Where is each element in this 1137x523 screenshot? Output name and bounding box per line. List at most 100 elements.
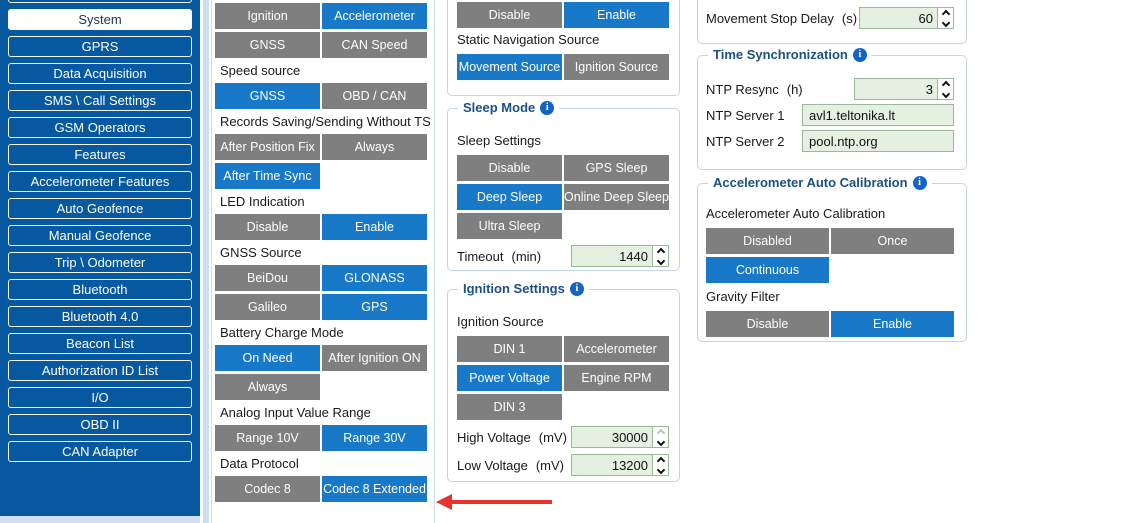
- speed-source-row: GNSS OBD / CAN: [215, 83, 434, 109]
- sidebar-item-trip-odometer[interactable]: Trip \ Odometer: [8, 252, 192, 273]
- spinner-up-icon[interactable]: [656, 456, 665, 465]
- calibration-continuous-button[interactable]: Continuous: [706, 257, 829, 283]
- scrollbar-track[interactable]: [203, 0, 209, 523]
- info-icon[interactable]: i: [540, 100, 555, 115]
- ultra-sleep-button[interactable]: Ultra Sleep: [457, 213, 562, 239]
- sidebar-item-bluetooth-40[interactable]: Bluetooth 4.0: [8, 306, 192, 327]
- timeout-value[interactable]: 1440: [619, 248, 648, 264]
- gravity-disable-button[interactable]: Disable: [706, 311, 829, 337]
- low-voltage-value[interactable]: 13200: [611, 457, 648, 473]
- ntp-resync-input[interactable]: 3: [854, 78, 954, 100]
- on-need-button[interactable]: On Need: [215, 345, 320, 371]
- after-time-sync-button[interactable]: After Time Sync: [215, 163, 320, 189]
- accelerometer-auto-calibration-group: Accelerometer Auto Calibration i Acceler…: [697, 175, 967, 342]
- high-voltage-input[interactable]: 30000: [571, 426, 669, 448]
- battery-always-button[interactable]: Always: [215, 374, 320, 400]
- sidebar-item-data-acquisition[interactable]: Data Acquisition: [8, 63, 192, 84]
- timeout-spinner[interactable]: [652, 246, 668, 266]
- spinner-up-icon[interactable]: [941, 80, 950, 89]
- ntp-server1-input[interactable]: avl1.teltonika.lt: [802, 104, 954, 126]
- accelerometer-option-button[interactable]: Accelerometer: [322, 3, 427, 29]
- gps-sleep-button[interactable]: GPS Sleep: [564, 155, 669, 181]
- sidebar-item-clipped[interactable]: [8, 0, 192, 3]
- movement-stop-delay-input[interactable]: 60: [859, 7, 954, 29]
- movement-stop-delay-value[interactable]: 60: [918, 10, 933, 26]
- led-indication-label: LED Indication: [220, 194, 305, 209]
- codec-8-extended-button[interactable]: Codec 8 Extended: [322, 476, 427, 502]
- online-deep-sleep-button[interactable]: Online Deep Sleep: [564, 184, 669, 210]
- range-30v-button[interactable]: Range 30V: [322, 425, 427, 451]
- sidebar-item-io[interactable]: I/O: [8, 387, 192, 408]
- spinner-down-icon[interactable]: [941, 18, 950, 27]
- calibration-once-button[interactable]: Once: [831, 228, 954, 254]
- sidebar-item-gprs[interactable]: GPRS: [8, 36, 192, 57]
- galileo-button[interactable]: Galileo: [215, 294, 320, 320]
- spinner-up-icon[interactable]: [656, 428, 665, 437]
- accelerometer-auto-calibration-title: Accelerometer Auto Calibration: [713, 175, 908, 190]
- ntp-resync-spinner[interactable]: [937, 79, 953, 99]
- sidebar-item-system[interactable]: System: [8, 9, 192, 30]
- sidebar-item-beacon-list[interactable]: Beacon List: [8, 333, 192, 354]
- calibration-disabled-button[interactable]: Disabled: [706, 228, 829, 254]
- ntp-server1-label: NTP Server 1: [706, 107, 785, 123]
- gnss-option-button[interactable]: GNSS: [215, 32, 320, 58]
- info-icon[interactable]: i: [852, 47, 867, 62]
- sleep-disable-button[interactable]: Disable: [457, 155, 562, 181]
- spinner-down-icon[interactable]: [656, 437, 665, 446]
- after-position-fix-button[interactable]: After Position Fix: [215, 134, 320, 160]
- glonass-button[interactable]: GLONASS: [322, 265, 427, 291]
- gnss-source-row-2: Galileo GPS: [215, 294, 434, 320]
- gravity-enable-button[interactable]: Enable: [831, 311, 954, 337]
- low-voltage-spinner[interactable]: [652, 455, 668, 475]
- spinner-down-icon[interactable]: [941, 89, 950, 98]
- ignition-source-label: Ignition Source: [457, 314, 544, 329]
- movement-stop-delay-spinner[interactable]: [937, 8, 953, 28]
- after-ignition-on-button[interactable]: After Ignition ON: [322, 345, 427, 371]
- sidebar-item-obd-ii[interactable]: OBD II: [8, 414, 192, 435]
- engine-rpm-button[interactable]: Engine RPM: [564, 365, 669, 391]
- ignition-option-button[interactable]: Ignition: [215, 3, 320, 29]
- movement-stop-delay-label: Movement Stop Delay: [706, 10, 834, 26]
- high-voltage-spinner[interactable]: [652, 427, 668, 447]
- horizontal-scrollbar[interactable]: [0, 516, 200, 523]
- can-speed-option-button[interactable]: CAN Speed: [322, 32, 427, 58]
- gps-button[interactable]: GPS: [322, 294, 427, 320]
- sidebar-item-sms-call-settings[interactable]: SMS \ Call Settings: [8, 90, 192, 111]
- movement-source-button[interactable]: Movement Source: [457, 54, 562, 80]
- info-icon[interactable]: i: [569, 281, 584, 296]
- speed-source-obd-can-button[interactable]: OBD / CAN: [322, 83, 427, 109]
- spinner-down-icon[interactable]: [656, 256, 665, 265]
- led-enable-button[interactable]: Enable: [322, 214, 427, 240]
- always-button[interactable]: Always: [322, 134, 427, 160]
- ignition-accelerometer-button[interactable]: Accelerometer: [564, 336, 669, 362]
- din1-button[interactable]: DIN 1: [457, 336, 562, 362]
- sidebar-item-bluetooth[interactable]: Bluetooth: [8, 279, 192, 300]
- speed-source-gnss-button[interactable]: GNSS: [215, 83, 320, 109]
- static-nav-enable-button[interactable]: Enable: [564, 2, 669, 28]
- power-voltage-button[interactable]: Power Voltage: [457, 365, 562, 391]
- din3-button[interactable]: DIN 3: [457, 394, 562, 420]
- spinner-up-icon[interactable]: [656, 247, 665, 256]
- sidebar-item-accelerometer-features[interactable]: Accelerometer Features: [8, 171, 192, 192]
- info-icon[interactable]: i: [912, 175, 927, 190]
- sidebar-item-gsm-operators[interactable]: GSM Operators: [8, 117, 192, 138]
- beidou-button[interactable]: BeiDou: [215, 265, 320, 291]
- high-voltage-value[interactable]: 30000: [611, 429, 648, 445]
- deep-sleep-button[interactable]: Deep Sleep: [457, 184, 562, 210]
- ntp-resync-value[interactable]: 3: [925, 81, 933, 97]
- static-nav-disable-button[interactable]: Disable: [457, 2, 562, 28]
- sidebar-item-manual-geofence[interactable]: Manual Geofence: [8, 225, 192, 246]
- sidebar-item-authorization-id-list[interactable]: Authorization ID List: [8, 360, 192, 381]
- sidebar-item-auto-geofence[interactable]: Auto Geofence: [8, 198, 192, 219]
- ntp-server2-input[interactable]: pool.ntp.org: [802, 130, 954, 152]
- sidebar-item-can-adapter[interactable]: CAN Adapter: [8, 441, 192, 462]
- codec-8-button[interactable]: Codec 8: [215, 476, 320, 502]
- range-10v-button[interactable]: Range 10V: [215, 425, 320, 451]
- sidebar-item-features[interactable]: Features: [8, 144, 192, 165]
- spinner-up-icon[interactable]: [941, 9, 950, 18]
- timeout-input[interactable]: 1440: [571, 245, 669, 267]
- spinner-down-icon[interactable]: [656, 465, 665, 474]
- led-disable-button[interactable]: Disable: [215, 214, 320, 240]
- low-voltage-input[interactable]: 13200: [571, 454, 669, 476]
- ignition-source-button[interactable]: Ignition Source: [564, 54, 669, 80]
